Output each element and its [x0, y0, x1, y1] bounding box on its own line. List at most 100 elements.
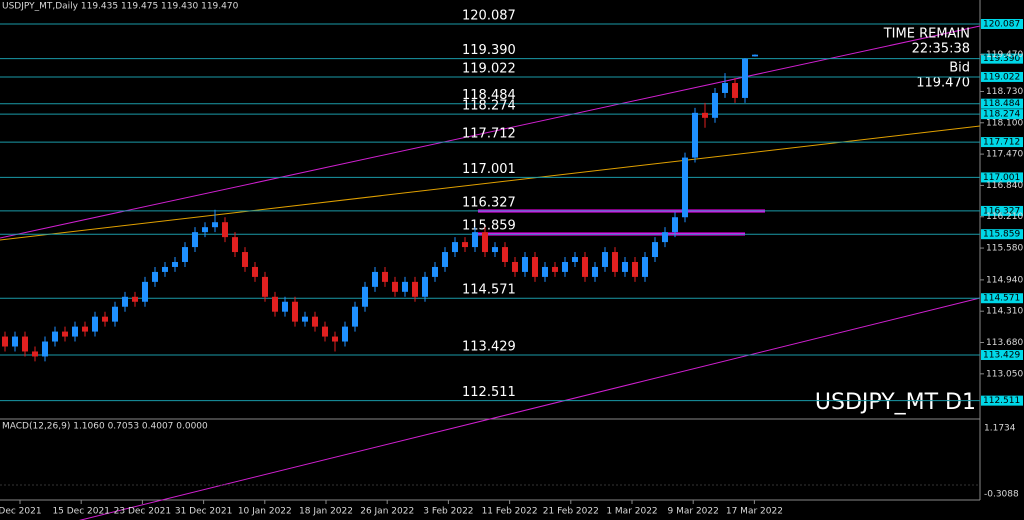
- candle-body: [652, 242, 658, 258]
- macd-axis-label: -0.3088: [984, 490, 1019, 500]
- candle-body: [362, 286, 368, 307]
- candle-body: [632, 261, 638, 277]
- candle-body: [752, 54, 758, 57]
- level-label: 112.511: [462, 385, 516, 400]
- candle-body: [102, 316, 108, 322]
- candle-body: [2, 336, 8, 347]
- axis-level-box: [981, 19, 1023, 29]
- candle-body: [252, 266, 258, 277]
- candle-body: [592, 266, 598, 277]
- candle-body: [302, 316, 308, 322]
- date-label: 23 Dec 2021: [114, 507, 172, 517]
- level-label: 118.274: [462, 99, 516, 114]
- candle-body: [492, 247, 498, 253]
- candle-body: [622, 261, 628, 272]
- candle-body: [442, 252, 448, 267]
- axis-level-label: 117.001: [983, 173, 1020, 183]
- axis-level-box: [981, 98, 1023, 109]
- candle-body: [212, 222, 218, 228]
- candle-body: [142, 281, 148, 302]
- time-remain: 22:35:38: [912, 42, 970, 57]
- axis-level-label: 119.022: [983, 72, 1020, 82]
- candle-body: [342, 326, 348, 342]
- channel-line: [78, 297, 981, 520]
- candle-body: [292, 301, 298, 322]
- date-label: 9 Mar 2022: [668, 507, 719, 517]
- axis-price-label: 118.100: [986, 118, 1023, 128]
- axis-price-label: 114.940: [986, 275, 1023, 285]
- candle-body: [202, 227, 208, 233]
- candle-body: [172, 261, 178, 267]
- candle-body: [52, 331, 58, 342]
- level-label: 117.712: [462, 127, 516, 142]
- level-label: 117.001: [462, 162, 516, 177]
- date-label: 15 Dec 2021: [52, 507, 110, 517]
- candle-body: [512, 261, 518, 272]
- candle-body: [642, 257, 648, 277]
- candle-body: [332, 336, 338, 342]
- candle-body: [602, 252, 608, 267]
- candle-body: [392, 281, 398, 292]
- candle-body: [312, 316, 318, 327]
- axis-level-label: 118.274: [983, 110, 1020, 120]
- candle-body: [742, 58, 748, 98]
- date-label: 10 Jan 2022: [238, 507, 292, 517]
- candle-body: [222, 222, 228, 238]
- candle-body: [352, 306, 358, 327]
- axis-price-label: 116.210: [986, 212, 1023, 222]
- candle-body: [232, 237, 238, 253]
- date-label: 3 Feb 2022: [423, 507, 473, 517]
- candle-body: [92, 316, 98, 332]
- date-label: 21 Feb 2022: [543, 507, 599, 517]
- candle-body: [732, 83, 738, 98]
- axis-price-label: 119.470: [986, 50, 1023, 60]
- candle-body: [182, 247, 188, 262]
- axis-price-label: 113.680: [986, 338, 1023, 348]
- candle-body: [462, 242, 468, 248]
- candle-body: [192, 232, 198, 248]
- axis-level-label: 117.712: [983, 138, 1020, 148]
- candle-body: [562, 261, 568, 272]
- axis-price-label: 115.580: [986, 244, 1023, 254]
- date-label: 1 Mar 2022: [606, 507, 657, 517]
- candle-body: [242, 252, 248, 267]
- candle-body: [702, 112, 708, 118]
- level-label: 120.087: [462, 9, 516, 24]
- candle-body: [82, 326, 88, 332]
- axis-level-box: [981, 71, 1023, 82]
- candle-body: [282, 301, 288, 312]
- date-label: 26 Jan 2022: [360, 507, 414, 517]
- axis-price-label: 113.050: [986, 369, 1023, 379]
- axis-level-box: [981, 172, 1023, 183]
- time-remain-label: TIME REMAIN: [883, 27, 970, 42]
- axis-level-box: [981, 350, 1023, 360]
- axis-level-box: [981, 205, 1023, 216]
- date-label: 11 Feb 2022: [482, 507, 538, 517]
- axis-price-label: 116.840: [986, 181, 1023, 191]
- axis-level-box: [981, 137, 1023, 148]
- axis-level-label: 113.429: [983, 351, 1020, 361]
- bid: 119.470: [916, 76, 970, 91]
- level-label: 114.571: [462, 283, 516, 298]
- axis-price-label: 114.310: [986, 307, 1023, 317]
- candle-body: [672, 217, 678, 233]
- symbol-label: USDJPY_MT D1: [815, 390, 976, 415]
- level-label: 119.022: [462, 61, 516, 76]
- date-label: 18 Jan 2022: [299, 507, 353, 517]
- candle-body: [572, 257, 578, 262]
- date-label: 31 Dec 2021: [175, 507, 233, 517]
- level-label: 115.859: [462, 219, 516, 234]
- axis-price-label: 117.470: [986, 150, 1023, 160]
- level-label: 116.327: [462, 195, 516, 210]
- candle-body: [662, 232, 668, 243]
- bid-label: Bid: [949, 61, 970, 76]
- candle-body: [422, 276, 428, 297]
- axis-level-label: 116.327: [983, 206, 1020, 216]
- axis-level-label: 120.087: [983, 20, 1020, 30]
- candle-body: [382, 271, 388, 282]
- candle-body: [582, 257, 588, 277]
- axis-level-box: [981, 293, 1023, 304]
- axis-level-label: 118.484: [983, 99, 1020, 109]
